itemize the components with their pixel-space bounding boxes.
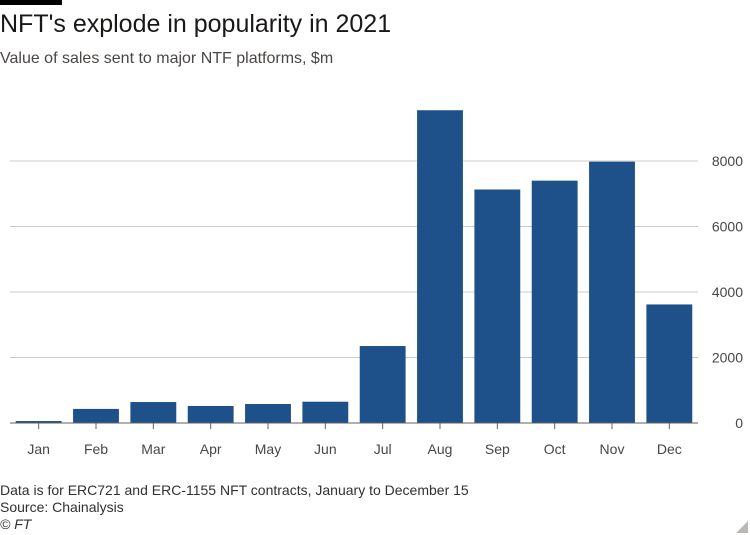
bar-jun xyxy=(302,401,349,423)
axes: 0 2000 4000 6000 8000 Jan Feb Mar Apr May Jun Jul Au… xyxy=(10,153,743,457)
bar-jan xyxy=(15,421,62,423)
x-tick-label: Oct xyxy=(544,441,566,457)
source-note: Source: Chainalysis xyxy=(0,499,124,515)
y-tick-label: 0 xyxy=(735,415,743,431)
y-tick-label: 8000 xyxy=(712,153,743,169)
y-tick-label: 2000 xyxy=(712,350,743,366)
x-tick-label: Dec xyxy=(657,441,682,457)
bars xyxy=(15,110,693,424)
x-tick-label: May xyxy=(255,441,281,457)
chart-subtitle: Value of sales sent to major NTF platfor… xyxy=(0,50,334,67)
x-tick-label: Sep xyxy=(485,441,510,457)
x-tick-label: Mar xyxy=(141,441,165,457)
bar-aug xyxy=(417,110,463,424)
footnote: Data is for ERC721 and ERC-1155 NFT cont… xyxy=(0,482,469,498)
y-tick-label: 6000 xyxy=(712,219,743,235)
bar-dec xyxy=(646,304,693,423)
x-tick-label: Nov xyxy=(600,441,625,457)
x-tick-label: Feb xyxy=(84,441,108,457)
resize-handle-icon[interactable] xyxy=(736,521,748,533)
bar-mar xyxy=(130,402,177,423)
bar-jul xyxy=(359,346,406,423)
bar-feb xyxy=(73,408,119,423)
y-tick-label: 4000 xyxy=(712,284,743,300)
x-tick-label: Apr xyxy=(200,441,222,457)
bar-sep xyxy=(474,189,521,423)
x-tick-label: Jan xyxy=(27,441,50,457)
bar-may xyxy=(245,404,291,423)
brand-bar xyxy=(0,0,62,5)
bar-apr xyxy=(187,405,234,423)
x-tick-label: Jul xyxy=(374,441,392,457)
x-tick-label: Jun xyxy=(314,441,337,457)
gridlines xyxy=(10,160,698,358)
bar-nov xyxy=(589,161,635,423)
copyright: © FT xyxy=(0,516,32,532)
bar-oct xyxy=(531,180,578,423)
chart-title: NFT's explode in popularity in 2021 xyxy=(0,10,392,38)
x-tick-label: Aug xyxy=(428,441,453,457)
